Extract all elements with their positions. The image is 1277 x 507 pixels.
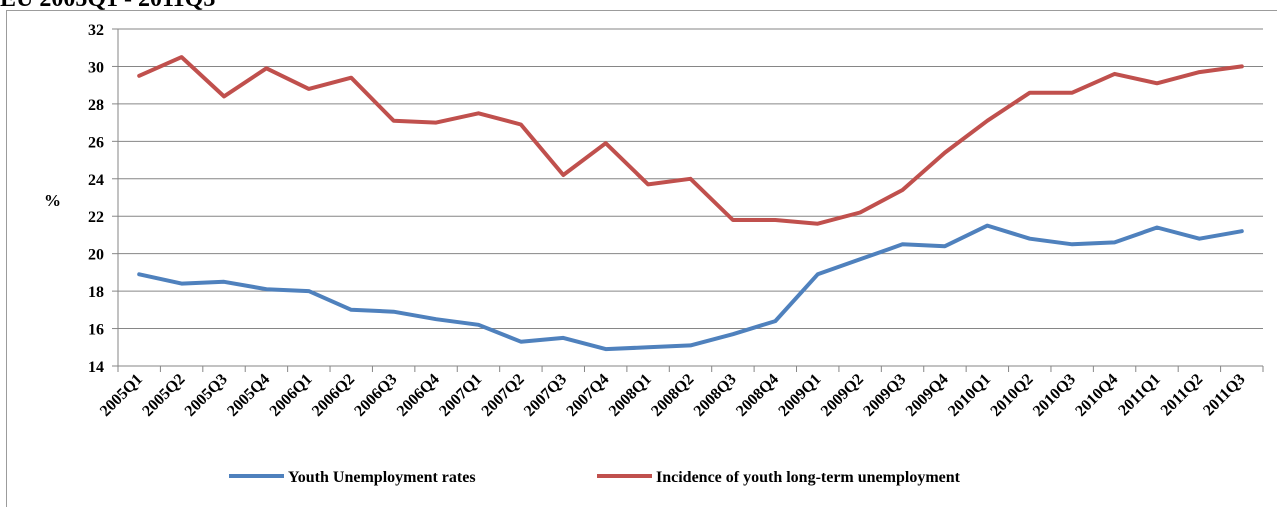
y-tick-labels: 14 16 18 20 22 24 26 28 30 32 <box>88 22 104 376</box>
x-tick-label: 2008Q3 <box>691 371 740 420</box>
x-tick-label: 2008Q4 <box>733 371 782 420</box>
x-tick-label: 2011Q2 <box>1158 371 1206 419</box>
x-tick-label: 2010Q2 <box>987 371 1036 420</box>
y-tick-label: 26 <box>88 134 104 151</box>
y-tick-label: 16 <box>88 322 104 339</box>
gridlines <box>118 28 1263 330</box>
x-tick-labels: 2005Q12005Q22005Q32005Q42006Q12006Q22006… <box>97 371 1249 420</box>
x-tick-label: 2005Q4 <box>224 371 273 420</box>
chart-frame <box>6 10 1277 507</box>
x-tick-label: 2006Q1 <box>267 371 316 420</box>
y-tick-label: 28 <box>88 97 104 114</box>
x-tick-label: 2011Q1 <box>1115 371 1163 419</box>
x-tick-label: 2007Q1 <box>436 371 485 420</box>
x-tick-label: 2005Q2 <box>139 371 188 420</box>
legend-label: Incidence of youth long-term unemploymen… <box>656 469 961 486</box>
y-tick-label: 18 <box>88 284 104 301</box>
x-tick-label: 2009Q3 <box>860 371 909 420</box>
x-tick-label: 2007Q2 <box>479 371 528 420</box>
y-axis-label: % <box>44 191 61 210</box>
series-line-1 <box>137 223 1244 352</box>
x-tick-label: 2006Q4 <box>394 371 443 420</box>
x-tick-label: 2010Q3 <box>1030 371 1079 420</box>
legend: Youth Unemployment rates Incidence of you… <box>229 469 961 486</box>
x-tick-label: 2007Q3 <box>521 371 570 420</box>
y-tick-label: 30 <box>88 59 104 76</box>
x-tick-label: 2006Q2 <box>309 371 358 420</box>
series-lines <box>137 55 1244 352</box>
y-tick-label: 14 <box>88 359 104 376</box>
series-line-2 <box>137 55 1244 226</box>
x-tick-label: 2010Q1 <box>945 371 994 420</box>
x-tick-label: 2009Q1 <box>775 371 824 420</box>
y-tick-label: 20 <box>88 247 104 264</box>
x-tick-label: 2008Q2 <box>648 371 697 420</box>
x-tick-label: 2008Q1 <box>606 371 655 420</box>
x-tick-label: 2009Q4 <box>903 371 952 420</box>
y-tick-label: 24 <box>88 172 104 189</box>
x-tick-label: 2006Q3 <box>351 371 400 420</box>
x-tick-label: 2010Q4 <box>1072 371 1121 420</box>
x-tick-label: 2009Q2 <box>818 371 867 420</box>
chart-title: EU 2005Q1 - 2011Q3 <box>0 0 215 13</box>
x-tick-label: 2011Q3 <box>1200 371 1248 419</box>
legend-label: Youth Unemployment rates <box>288 469 476 486</box>
y-tick-label: 22 <box>88 209 104 226</box>
x-tick-label: 2007Q4 <box>563 371 612 420</box>
x-tick-label: 2005Q3 <box>182 371 231 420</box>
x-tick-label: 2005Q1 <box>97 371 146 420</box>
y-tick-label: 32 <box>88 22 104 39</box>
axes <box>112 28 1264 372</box>
